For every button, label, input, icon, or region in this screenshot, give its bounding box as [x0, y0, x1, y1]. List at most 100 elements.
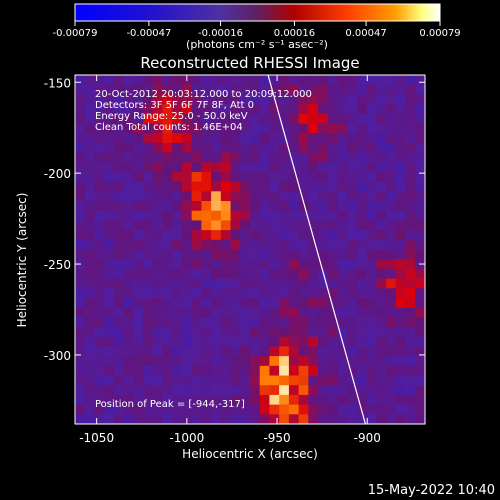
- colorbar: [74, 3, 441, 22]
- image-cell: [366, 181, 377, 192]
- image-cell: [259, 288, 271, 299]
- image-cell: [113, 346, 125, 357]
- image-cell: [259, 346, 271, 357]
- image-cell: [230, 404, 241, 415]
- image-cell: [123, 94, 134, 105]
- image-cell: [298, 201, 309, 212]
- image-cell: [211, 317, 222, 328]
- image-cell: [104, 259, 115, 270]
- image-cell: [123, 346, 134, 357]
- image-cell: [366, 346, 377, 357]
- image-cell: [259, 75, 271, 86]
- image-cell: [84, 152, 96, 163]
- image-cell: [133, 297, 144, 309]
- image-cell: [298, 84, 309, 95]
- image-cell: [220, 133, 232, 144]
- image-cell: [230, 152, 241, 163]
- image-cell: [75, 278, 86, 289]
- image-cell: [230, 297, 241, 309]
- image-cell: [94, 104, 105, 115]
- image-cell: [259, 365, 271, 377]
- image-cell: [75, 336, 86, 348]
- image-cell: [152, 404, 164, 415]
- image-cell: [211, 394, 222, 406]
- image-cell: [152, 385, 164, 396]
- image-cell: [308, 268, 319, 280]
- image-cell: [181, 404, 193, 415]
- image-cell: [104, 239, 115, 251]
- image-cell: [279, 75, 290, 86]
- image-cell: [211, 123, 222, 134]
- image-cell: [288, 297, 300, 309]
- image-cell: [191, 239, 202, 251]
- image-cell: [123, 239, 134, 251]
- image-cell: [113, 104, 125, 115]
- image-cell: [298, 414, 309, 424]
- image-cell: [162, 171, 173, 183]
- image-cell: [298, 249, 309, 260]
- image-cell: [152, 307, 164, 318]
- image-cell: [162, 104, 173, 115]
- image-cell: [75, 365, 86, 377]
- image-cell: [327, 317, 339, 328]
- image-cell: [143, 268, 154, 280]
- image-cell: [133, 181, 144, 192]
- image-cell: [162, 94, 173, 105]
- image-cell: [162, 239, 173, 251]
- image-cell: [123, 162, 134, 173]
- image-cell: [366, 201, 377, 212]
- image-cell: [172, 123, 183, 134]
- image-cell: [104, 317, 115, 328]
- image-cell: [220, 317, 232, 328]
- image-cell: [337, 133, 348, 144]
- image-cell: [240, 394, 251, 406]
- image-cell: [240, 297, 251, 309]
- image-cell: [308, 210, 319, 222]
- image-cell: [181, 385, 193, 396]
- image-cell: [172, 133, 183, 144]
- image-cell: [259, 123, 271, 134]
- image-cell: [288, 259, 300, 270]
- image-cell: [318, 239, 329, 251]
- image-cell: [211, 191, 222, 202]
- image-cell: [298, 297, 309, 309]
- image-cell: [220, 288, 232, 299]
- image-cell: [376, 346, 387, 357]
- image-cell: [201, 404, 212, 415]
- image-cell: [269, 230, 280, 241]
- image-cell: [104, 75, 115, 86]
- image-cell: [318, 230, 329, 241]
- image-cell: [133, 317, 144, 328]
- image-cell: [308, 317, 319, 328]
- image-cell: [288, 152, 300, 163]
- image-cell: [123, 278, 134, 289]
- image-cell: [279, 278, 290, 289]
- image-cell: [211, 249, 222, 260]
- image-cell: [308, 152, 319, 163]
- image-cell: [123, 317, 134, 328]
- image-cell: [405, 94, 416, 105]
- image-cell: [211, 142, 222, 154]
- image-cell: [415, 239, 425, 251]
- image-cell: [337, 239, 348, 251]
- image-cell: [279, 171, 290, 183]
- image-cell: [356, 317, 368, 328]
- image-cell: [133, 230, 144, 241]
- image-cell: [123, 249, 134, 260]
- image-cell: [259, 113, 271, 125]
- image-cell: [240, 288, 251, 299]
- image-cell: [308, 75, 319, 86]
- image-cell: [162, 414, 173, 424]
- image-cell: [181, 375, 193, 386]
- image-cell: [172, 181, 183, 192]
- image-cell: [133, 84, 144, 95]
- image-cell: [191, 201, 202, 212]
- image-cell: [366, 220, 377, 231]
- image-cell: [347, 230, 358, 241]
- image-cell: [220, 307, 232, 318]
- image-cell: [133, 249, 144, 260]
- image-cell: [123, 171, 134, 183]
- image-cell: [318, 220, 329, 231]
- image-cell: [211, 259, 222, 270]
- image-cell: [395, 278, 407, 289]
